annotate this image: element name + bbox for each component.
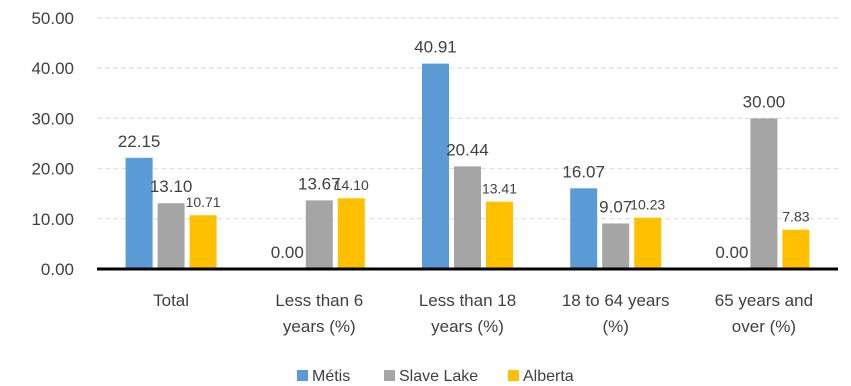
x-category-label: over (%) [732,317,796,336]
data-label: 9.07 [599,197,632,216]
data-label: 7.83 [782,209,809,225]
data-label: 30.00 [743,92,786,111]
bar [602,223,630,269]
bar [305,200,333,269]
data-label: 16.07 [562,162,605,181]
gridlines [97,17,838,220]
data-label: 22.15 [118,132,161,151]
data-label: 14.10 [334,177,369,193]
y-tick-label: 30.00 [31,109,74,128]
bar [157,203,185,269]
bar [570,188,598,269]
legend-label: Métis [312,368,350,385]
legend-label: Alberta [523,368,574,385]
bar [422,63,449,269]
x-category-label: 65 years and [715,291,813,310]
legend-swatch [384,370,395,381]
y-axis: 0.00 10.00 20.00 30.00 40.00 50.00 [31,9,74,279]
y-tick-label: 40.00 [31,59,74,78]
data-labels: 22.15 0.00 40.91 16.07 0.00 13.10 13.67 20.44 9.… [118,38,810,262]
bar [750,118,778,270]
x-category-label: 18 to 64 years [562,291,670,310]
legend: Métis Slave Lake Alberta [297,368,574,385]
data-label: 0.00 [271,243,304,262]
y-tick-label: 0.00 [41,260,74,279]
data-label: 10.23 [630,197,665,213]
bar [337,198,365,269]
bars [125,63,810,270]
bar [125,157,153,269]
legend-swatch [297,370,308,381]
y-tick-label: 50.00 [31,9,74,28]
legend-swatch [508,370,519,381]
x-axis: Total Less than 6 years (%) Less than 18 yea… [153,291,813,336]
data-label: 20.44 [446,140,489,159]
data-label: 10.71 [186,194,221,210]
x-category-label: Less than 6 [275,291,363,310]
y-tick-label: 20.00 [31,160,74,179]
bar [782,229,810,269]
x-category-label: Total [153,291,189,310]
bar [189,215,217,269]
bar [486,201,513,269]
x-category-label: (%) [602,317,628,336]
y-tick-label: 10.00 [31,210,74,229]
data-label: 13.67 [298,174,341,193]
bar [454,166,481,269]
data-label: 13.41 [482,181,517,197]
x-category-label: years (%) [283,317,356,336]
data-label: 0.00 [715,243,748,262]
legend-label: Slave Lake [399,368,478,385]
bar [634,217,662,269]
x-category-label: Less than 18 [419,291,516,310]
x-category-label: years (%) [431,317,504,336]
data-label: 40.91 [414,38,457,57]
data-label: 13.10 [150,177,193,196]
